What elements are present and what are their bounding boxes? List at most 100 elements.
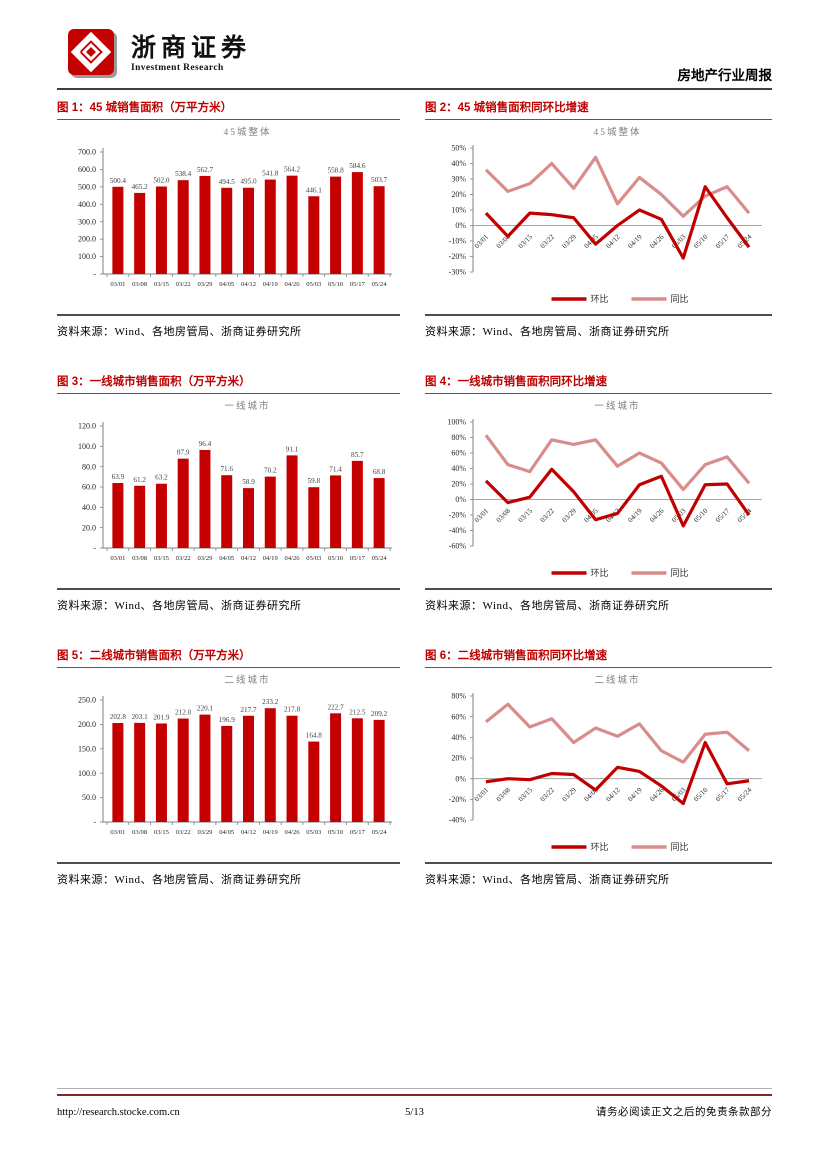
- svg-text:04/12: 04/12: [241, 281, 256, 288]
- svg-text:20%: 20%: [451, 190, 466, 199]
- svg-text:600.0: 600.0: [78, 165, 96, 174]
- svg-text:03/08: 03/08: [132, 281, 148, 288]
- svg-text:03/08: 03/08: [495, 786, 513, 804]
- svg-text:03/01: 03/01: [473, 786, 491, 804]
- brand-name: 浙商证券: [131, 35, 252, 63]
- svg-text:03/29: 03/29: [561, 786, 579, 804]
- svg-text:05/24: 05/24: [736, 786, 754, 804]
- svg-text:45城整体: 45城整体: [223, 126, 271, 138]
- svg-text:200.0: 200.0: [78, 235, 96, 244]
- figure-1-bar-chart: 45城整体 700.0 600.0 500.0 400.0 300.0 200.0 100.0…: [78, 126, 392, 288]
- figure-2-source: 资料来源：Wind、各地房管局、浙商证券研究所: [425, 314, 772, 339]
- svg-text:60%: 60%: [451, 449, 466, 458]
- svg-text:63.2: 63.2: [155, 474, 168, 482]
- svg-text:03/22: 03/22: [176, 829, 191, 836]
- svg-text:558.8: 558.8: [327, 167, 344, 175]
- svg-text:71.6: 71.6: [220, 465, 233, 473]
- svg-text:300.0: 300.0: [78, 217, 96, 226]
- footer-page-number: 5/13: [405, 1107, 424, 1118]
- figure-3-title: 图 3：一线城市销售面积（万平方米）: [57, 373, 400, 394]
- svg-text:0%: 0%: [455, 495, 466, 504]
- svg-text:-60%: -60%: [449, 542, 467, 551]
- report-title: 房地产行业周报: [677, 68, 773, 83]
- figure-5-source: 资料来源：Wind、各地房管局、浙商证券研究所: [57, 862, 400, 887]
- figure-4-source: 资料来源：Wind、各地房管局、浙商证券研究所: [425, 588, 772, 613]
- svg-text:04/05: 04/05: [219, 555, 235, 562]
- svg-text:217.7: 217.7: [240, 706, 257, 714]
- svg-text:233.2: 233.2: [262, 698, 279, 706]
- svg-text:05/17: 05/17: [714, 786, 732, 804]
- svg-text:05/17: 05/17: [714, 233, 732, 251]
- figure-4-title: 图 4：一线城市销售面积同环比增速: [425, 373, 772, 394]
- svg-text:05/24: 05/24: [372, 281, 388, 288]
- figure-3: 图 3：一线城市销售面积（万平方米） 一线城市 120.0 100.0 80.0 60.…: [57, 373, 400, 613]
- svg-text:03/08: 03/08: [132, 829, 148, 836]
- svg-text:30%: 30%: [451, 175, 466, 184]
- svg-text:85.7: 85.7: [351, 451, 364, 459]
- svg-text:100.0: 100.0: [78, 769, 96, 778]
- svg-text:二线城市: 二线城市: [224, 674, 270, 686]
- figure-5: 图 5：二线城市销售面积（万平方米） 二线城市 250.0 200.0 150.0 10…: [57, 647, 400, 887]
- svg-text:03/29: 03/29: [197, 555, 213, 562]
- svg-text:80.0: 80.0: [82, 462, 96, 471]
- svg-text:100.0: 100.0: [78, 442, 96, 451]
- svg-text:500.4: 500.4: [110, 177, 127, 185]
- svg-text:20%: 20%: [451, 754, 466, 763]
- svg-text:04/26: 04/26: [285, 555, 301, 562]
- svg-text:-20%: -20%: [449, 252, 467, 261]
- svg-text:212.5: 212.5: [349, 708, 366, 716]
- svg-text:-40%: -40%: [449, 816, 467, 825]
- svg-text:503.7: 503.7: [371, 176, 388, 184]
- svg-text:05/17: 05/17: [350, 829, 366, 836]
- svg-text:400.0: 400.0: [78, 200, 96, 209]
- svg-text:202.8: 202.8: [110, 713, 127, 721]
- svg-text:-: -: [93, 544, 96, 553]
- svg-text:03/01: 03/01: [110, 555, 125, 562]
- svg-text:-30%: -30%: [449, 268, 467, 277]
- svg-text:同比: 同比: [671, 567, 689, 578]
- svg-text:541.8: 541.8: [262, 170, 279, 178]
- svg-text:-20%: -20%: [449, 511, 467, 520]
- svg-text:04/26: 04/26: [648, 507, 666, 525]
- footer-disclaimer: 请务必阅读正文之后的免责条款部分: [596, 1107, 772, 1118]
- footer-url[interactable]: http://research.stocke.com.cn: [57, 1107, 180, 1118]
- figure-6-source: 资料来源：Wind、各地房管局、浙商证券研究所: [425, 862, 772, 887]
- svg-text:203.1: 203.1: [132, 713, 149, 721]
- svg-text:20.0: 20.0: [82, 523, 96, 532]
- svg-text:59.8: 59.8: [308, 477, 321, 485]
- svg-text:03/22: 03/22: [539, 786, 557, 804]
- svg-text:209.2: 209.2: [371, 710, 388, 718]
- svg-text:100.0: 100.0: [78, 252, 96, 261]
- svg-text:0%: 0%: [455, 774, 466, 783]
- svg-text:03/08: 03/08: [132, 555, 148, 562]
- svg-text:03/01: 03/01: [110, 829, 125, 836]
- svg-text:03/15: 03/15: [517, 786, 535, 804]
- svg-text:03/01: 03/01: [473, 507, 491, 525]
- zheshang-logo: 浙商证券 Investment Research: [67, 28, 251, 80]
- figure-1-source: 资料来源：Wind、各地房管局、浙商证券研究所: [57, 314, 400, 339]
- svg-text:03/15: 03/15: [154, 281, 170, 288]
- svg-text:20%: 20%: [451, 480, 466, 489]
- svg-text:63.9: 63.9: [112, 473, 125, 481]
- svg-text:222.7: 222.7: [327, 703, 344, 711]
- figure-1: 图 1：45 城销售面积（万平方米） 45城整体 700.0 600.0 500.0 4…: [57, 99, 400, 339]
- svg-text:04/12: 04/12: [241, 829, 256, 836]
- svg-text:04/19: 04/19: [626, 233, 644, 251]
- svg-text:500.0: 500.0: [78, 182, 96, 191]
- footer-divider-thin: [57, 1088, 772, 1089]
- svg-text:502.0: 502.0: [153, 177, 170, 185]
- svg-text:60%: 60%: [451, 712, 466, 721]
- figure-2: 图 2：45 城销售面积同环比增速 45城整体 50% 40% 30% 20% 10% 0%…: [425, 99, 772, 339]
- svg-text:环比: 环比: [591, 841, 609, 852]
- svg-text:05/17: 05/17: [350, 281, 366, 288]
- svg-text:05/10: 05/10: [692, 507, 710, 525]
- svg-text:03/15: 03/15: [517, 233, 535, 251]
- svg-text:03/22: 03/22: [176, 555, 191, 562]
- svg-text:03/15: 03/15: [517, 507, 535, 525]
- svg-text:05/03: 05/03: [306, 555, 322, 562]
- svg-text:05/17: 05/17: [350, 555, 366, 562]
- svg-text:70.2: 70.2: [264, 467, 277, 475]
- svg-text:04/12: 04/12: [605, 786, 623, 804]
- svg-text:80%: 80%: [451, 692, 466, 701]
